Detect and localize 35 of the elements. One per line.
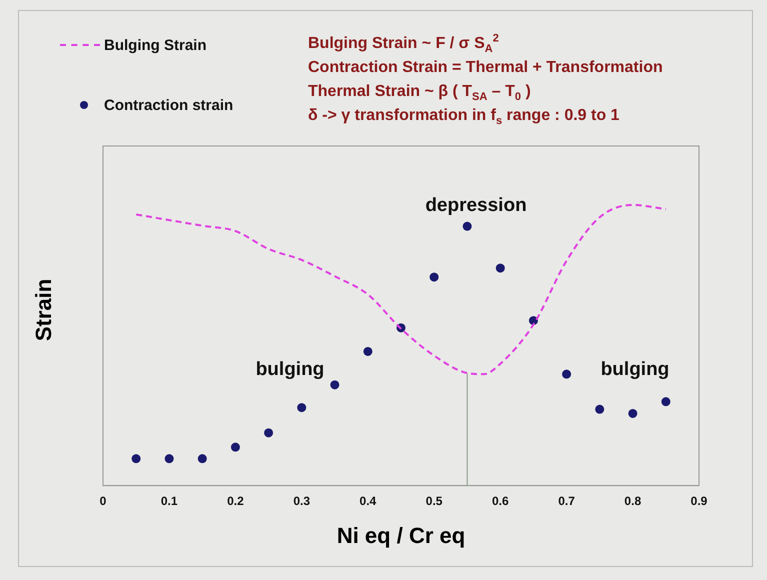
x-tick-label: 0.3 — [293, 494, 310, 508]
point — [496, 264, 505, 273]
point — [198, 454, 207, 464]
point — [628, 408, 638, 418]
point — [661, 397, 670, 406]
point — [430, 272, 439, 282]
annotation: bulging — [600, 359, 670, 381]
point — [562, 370, 572, 379]
x-tick-label: 0.7 — [558, 494, 576, 508]
text: δ -> γ transformation in f$_{s}$ range : 0.9 to 1 — [308, 106, 620, 128]
point — [462, 222, 472, 231]
x-tick-label: 0.4 — [360, 494, 377, 508]
x-tick-label: 0.2 — [227, 494, 244, 508]
x-axis-title: Ni eq / Cr eq — [336, 523, 466, 549]
point — [595, 404, 604, 414]
point — [363, 346, 372, 356]
point — [330, 380, 340, 390]
annotation: depression — [425, 195, 527, 217]
x-tick-label: 0.9 — [690, 494, 708, 508]
x-tick-label: 0.1 — [160, 494, 178, 508]
annotation: bulging — [256, 359, 324, 381]
point — [132, 454, 141, 464]
x-tick-label: 0.6 — [492, 494, 509, 508]
x-tick-label: 0.8 — [624, 494, 642, 508]
point — [297, 403, 306, 412]
x-tick-label: 0.5 — [426, 494, 443, 508]
point — [264, 428, 274, 438]
y-axis-title: Strain — [31, 278, 57, 342]
point — [230, 442, 240, 452]
text: Thermal Strain ~ β ( T$_{SA}$ – T$_{0}$ ) — [308, 82, 532, 104]
legend-label: Contraction strain — [104, 96, 234, 114]
x-tick-label: 0 — [100, 494, 107, 508]
text: Contraction Strain = Thermal + Transformation — [308, 58, 663, 78]
point — [164, 454, 174, 464]
legend-label: Bulging Strain — [104, 36, 206, 54]
